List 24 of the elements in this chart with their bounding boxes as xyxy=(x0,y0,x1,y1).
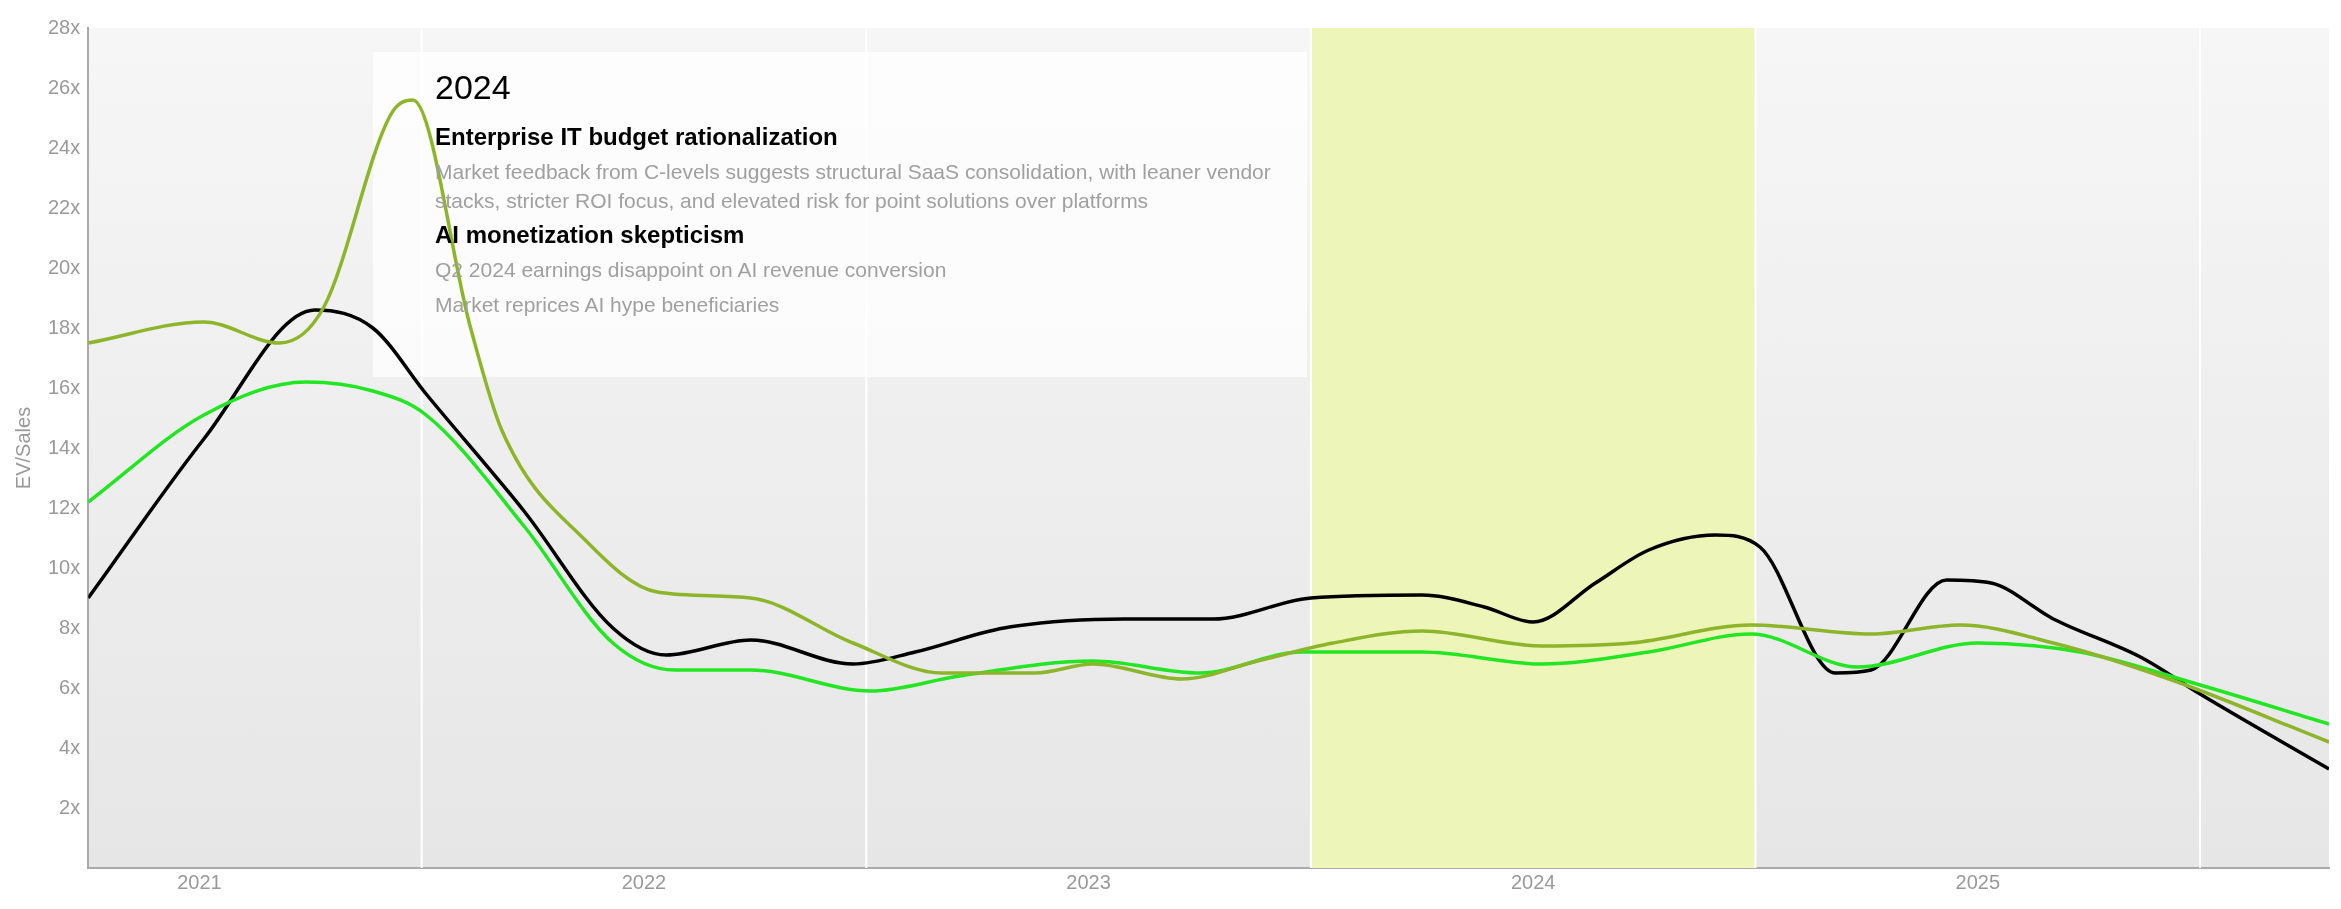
y-tick-label: 28x xyxy=(48,15,81,38)
line-series xyxy=(88,380,2329,726)
y-tick-label: 10x xyxy=(48,555,81,578)
y-tick-label: 4x xyxy=(59,735,81,758)
y-axis-title: EV/Sales xyxy=(11,406,34,490)
x-tick-label: 2023 xyxy=(1066,870,1111,893)
x-tick-label: 2025 xyxy=(1955,870,2001,893)
x-tick-label: 2021 xyxy=(177,870,222,893)
y-tick-label: 2x xyxy=(59,795,81,818)
annotation: 2024 xyxy=(435,68,512,107)
x-tick-label: 2024 xyxy=(1510,870,1556,893)
y-tick-label: 14x xyxy=(48,435,81,458)
y-tick-label: 26x xyxy=(48,75,81,98)
y-tick-label: 24x xyxy=(48,135,81,158)
y-tick-label: 8x xyxy=(59,615,81,638)
y-tick-label: 18x xyxy=(48,315,81,338)
x-tick-label: 2022 xyxy=(621,870,667,893)
y-tick-label: 22x xyxy=(48,195,81,218)
y-tick-label: 20x xyxy=(48,255,81,278)
y-tick-label: 16x xyxy=(48,375,81,398)
y-tick-label: 6x xyxy=(59,675,81,698)
y-tick-label: 12x xyxy=(48,495,81,518)
line-series xyxy=(88,98,2329,744)
annotation: Enterprise IT budget rationalization xyxy=(435,123,839,151)
